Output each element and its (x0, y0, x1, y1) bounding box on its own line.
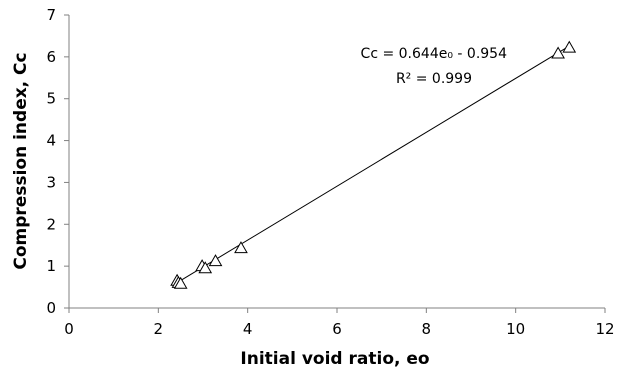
data-point-triangle (173, 276, 188, 289)
trendline (175, 45, 570, 284)
y-tick-labels: 0 1 2 3 4 5 6 7 (46, 6, 56, 317)
y-tick-label: 5 (46, 90, 56, 108)
data-point-triangle (234, 241, 248, 254)
data-point-triangle (562, 40, 577, 53)
x-tick-label: 6 (332, 320, 342, 338)
x-tick-labels: 0 2 4 6 8 10 12 (64, 320, 614, 338)
x-tick-label: 2 (154, 320, 164, 338)
y-tick-label: 3 (46, 173, 56, 191)
x-axis-title: Initial void ratio, eo (240, 349, 429, 369)
y-tick-label: 4 (46, 132, 56, 150)
data-point-triangle (551, 46, 565, 59)
y-axis-title: Compression index, Cc (11, 52, 31, 269)
equation-label: Cc = 0.644e₀ - 0.954 (361, 46, 508, 62)
y-tick-label: 0 (46, 299, 56, 317)
r-squared-label: R² = 0.999 (396, 71, 472, 87)
axes (68, 15, 605, 309)
tick-marks (64, 14, 606, 313)
data-point-triangle (198, 261, 213, 274)
x-tick-label: 4 (243, 320, 253, 338)
y-tick-label: 2 (46, 215, 56, 233)
x-tick-label: 10 (506, 320, 525, 338)
data-point-triangle (208, 254, 223, 267)
x-tick-label: 8 (422, 320, 432, 338)
data-points (170, 40, 577, 289)
y-tick-label: 7 (46, 6, 56, 24)
x-tick-label: 12 (595, 320, 614, 338)
trendline-group (175, 45, 570, 284)
y-tick-label: 6 (46, 48, 56, 66)
y-tick-label: 1 (46, 257, 56, 275)
x-tick-label: 0 (64, 320, 74, 338)
